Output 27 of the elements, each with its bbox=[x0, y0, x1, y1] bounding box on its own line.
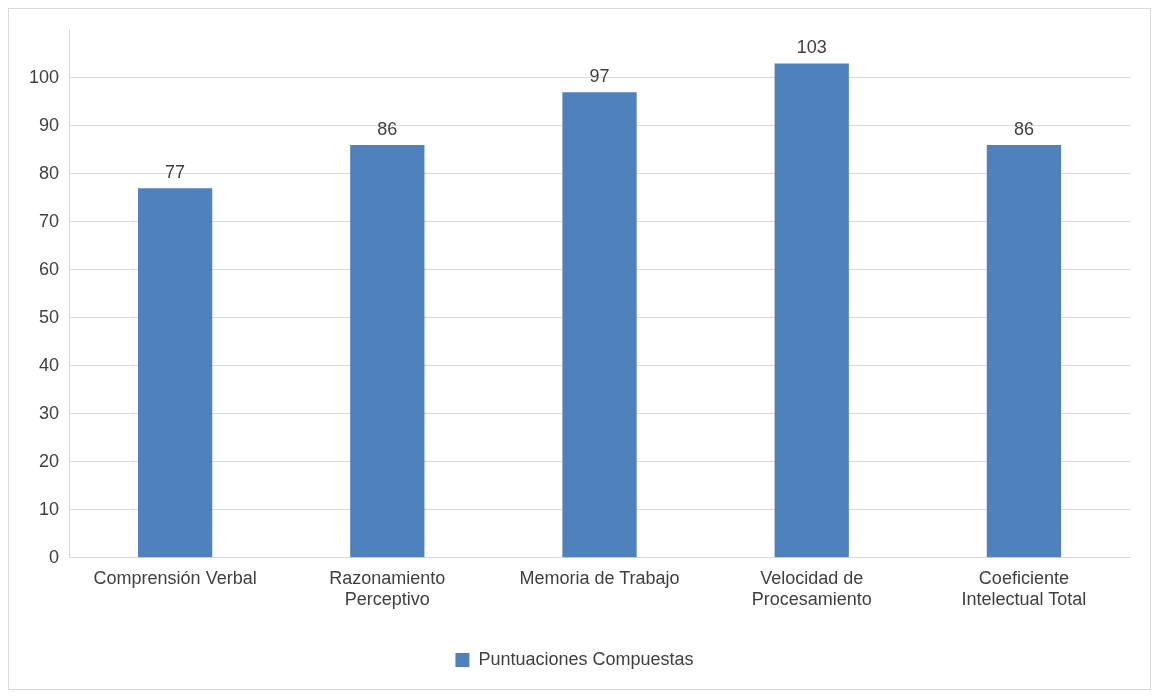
y-tick-label: 30 bbox=[39, 402, 60, 423]
bar bbox=[986, 145, 1062, 558]
x-tick-label: Memoria de Trabajo bbox=[519, 567, 680, 588]
x-tick-label: Comprensión Verbal bbox=[93, 567, 257, 588]
y-tick-label: 100 bbox=[28, 66, 60, 87]
y-tick-label: 20 bbox=[39, 450, 60, 471]
x-tick-label: Velocidad de Procesamiento bbox=[751, 567, 872, 610]
y-tick-label: 40 bbox=[39, 354, 60, 375]
x-tick-label: Razonamiento Perceptivo bbox=[329, 567, 446, 610]
y-tick-label: 60 bbox=[39, 258, 60, 279]
bar bbox=[138, 188, 213, 558]
x-tick-label: Coeficiente Intelectual Total bbox=[961, 567, 1087, 610]
data-label: 103 bbox=[796, 37, 827, 58]
bar bbox=[562, 92, 637, 558]
data-label: 86 bbox=[377, 118, 398, 139]
bar bbox=[774, 63, 849, 558]
y-tick-label: 90 bbox=[39, 114, 60, 135]
data-label: 77 bbox=[165, 162, 186, 183]
y-tick-label: 80 bbox=[39, 162, 60, 183]
y-tick-label: 50 bbox=[39, 306, 60, 327]
legend-label: Puntuaciones Compuestas bbox=[478, 648, 694, 669]
data-label: 97 bbox=[589, 66, 610, 87]
bar bbox=[350, 145, 425, 558]
y-tick-label: 0 bbox=[49, 546, 60, 567]
data-label: 86 bbox=[1013, 118, 1034, 139]
y-tick-label: 70 bbox=[39, 210, 60, 231]
y-tick-label: 10 bbox=[39, 498, 60, 519]
